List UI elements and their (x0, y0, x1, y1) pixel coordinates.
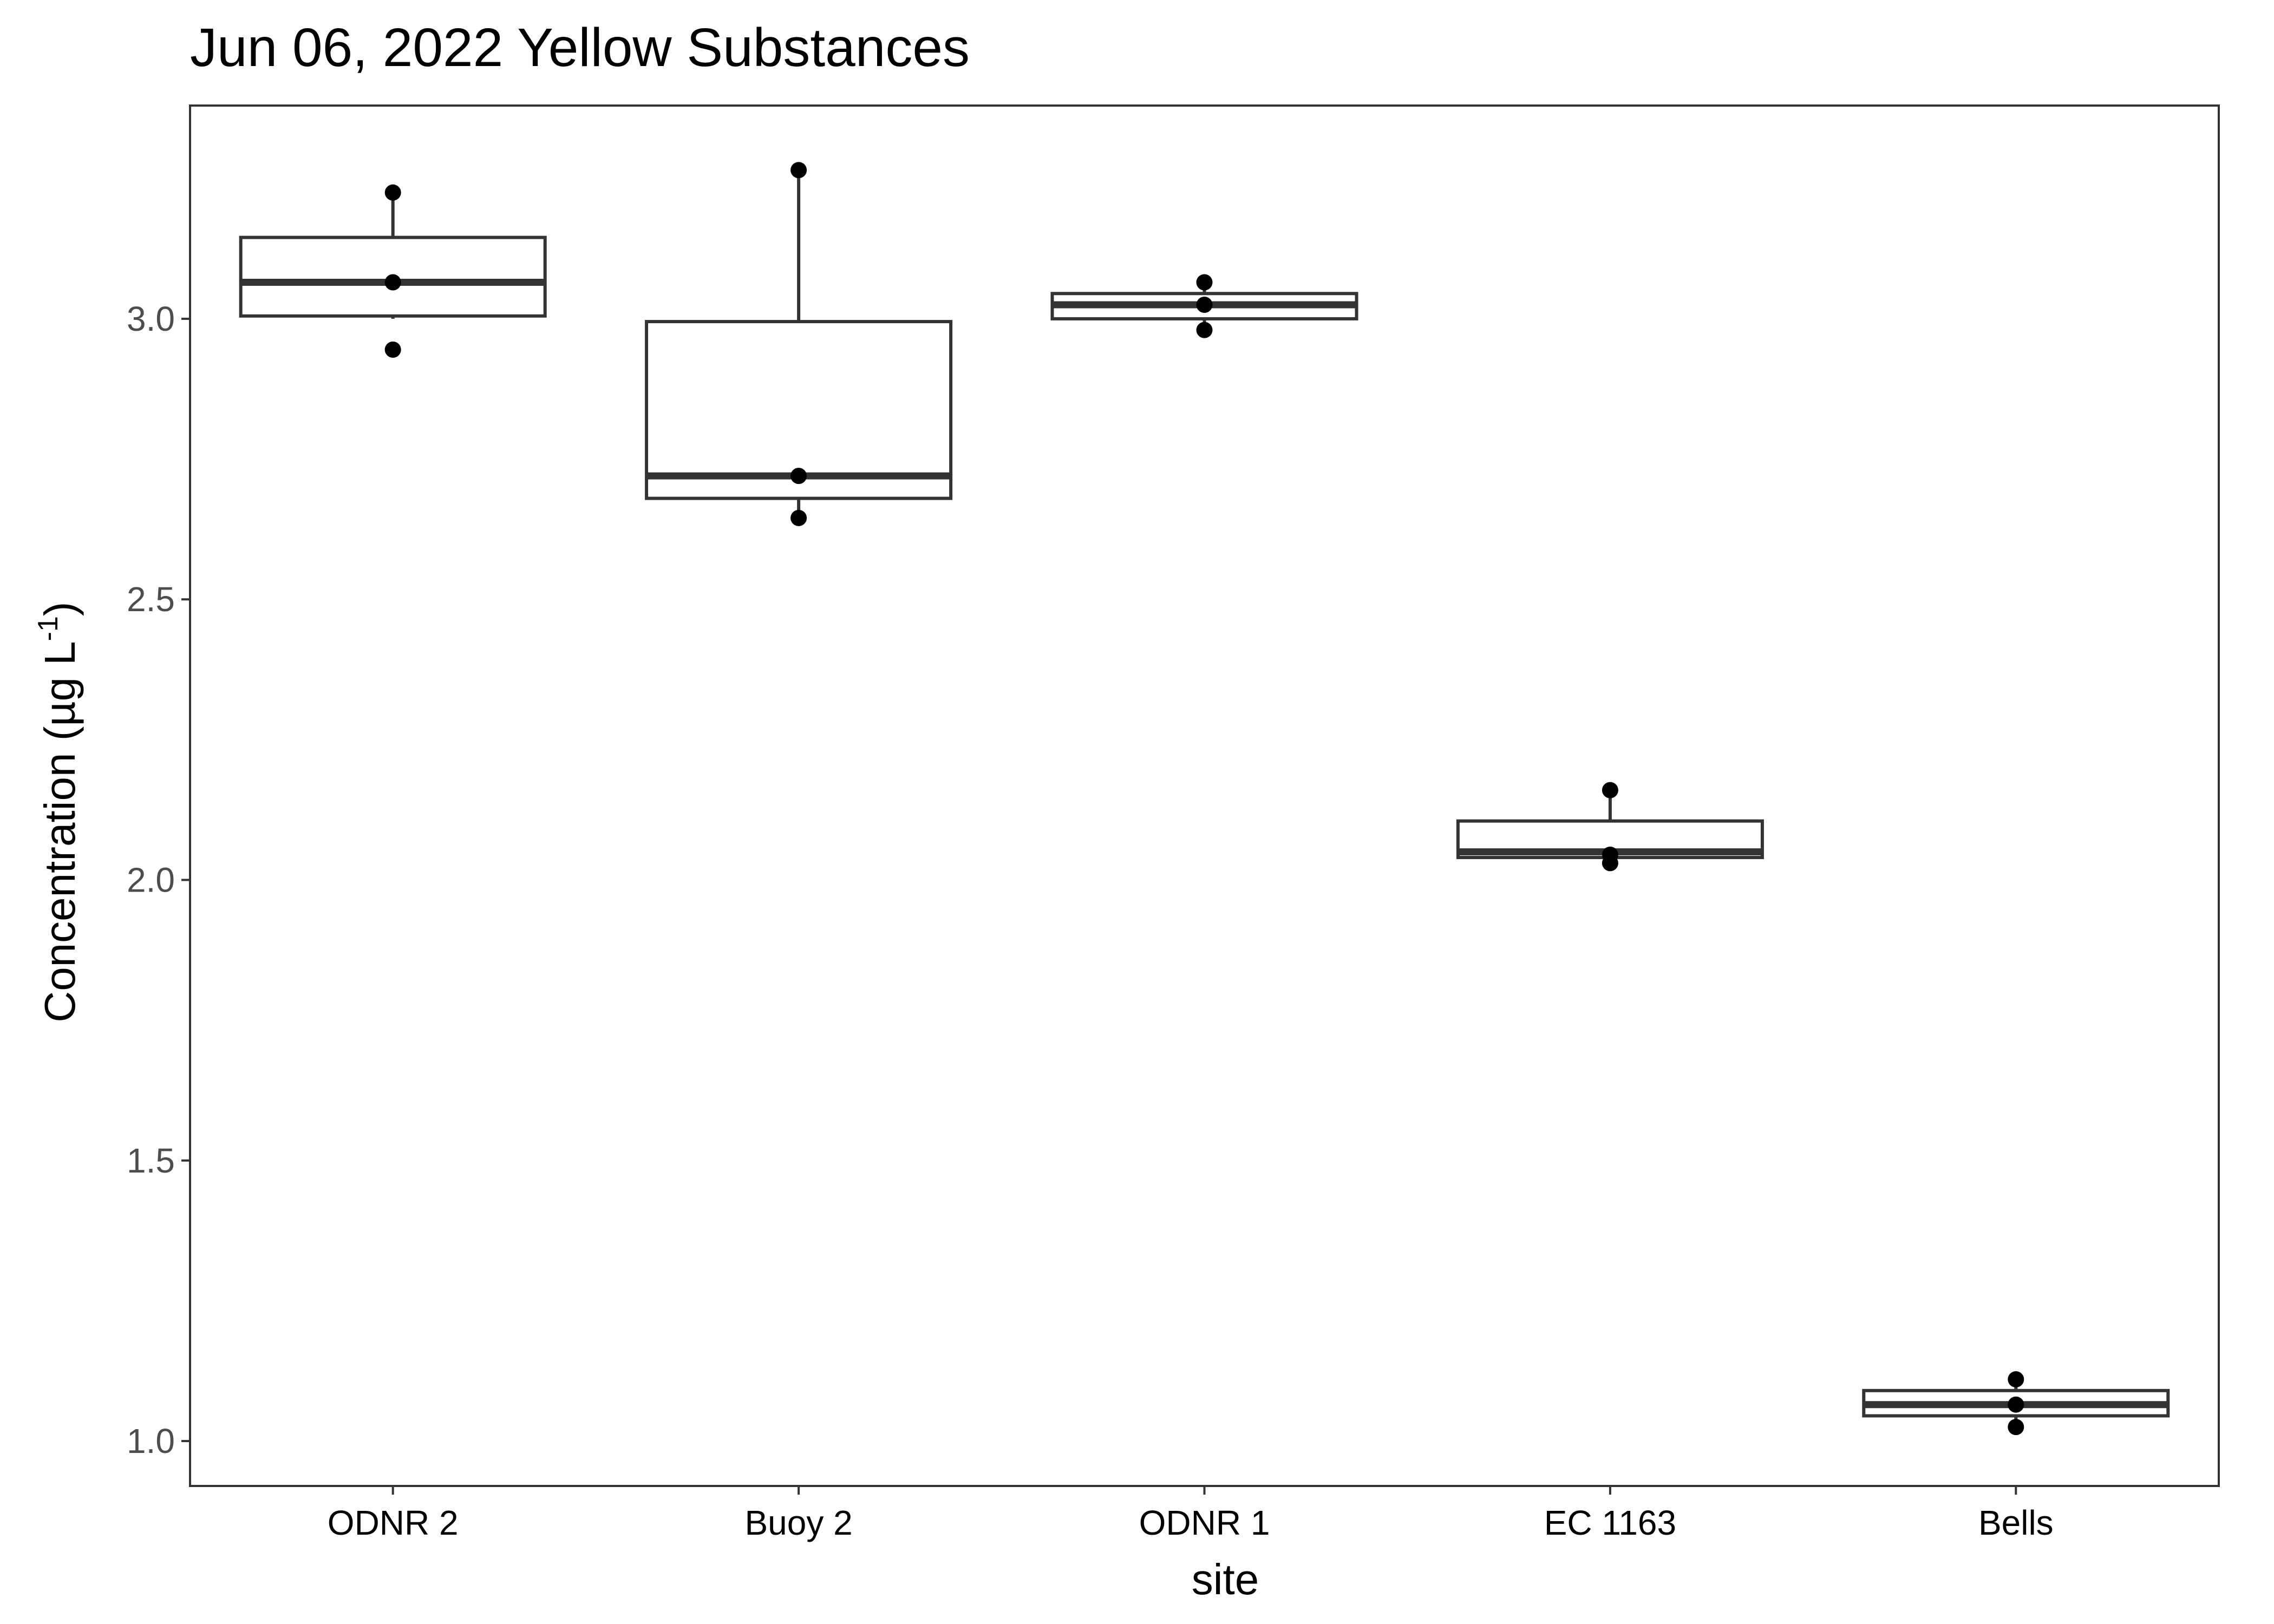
y-tick-label: 1.5 (127, 1141, 175, 1180)
x-tick-label: ODNR 2 (328, 1503, 459, 1542)
data-point (790, 509, 807, 526)
x-axis-title: site (1192, 1555, 1259, 1603)
data-point (790, 468, 807, 484)
y-tick-label: 2.5 (127, 580, 175, 619)
box-buoy-2 (645, 170, 953, 518)
x-tick-label: Bells (1978, 1503, 2054, 1542)
data-point (1602, 855, 1618, 872)
chart-title: Jun 06, 2022 Yellow Substances (190, 17, 970, 78)
plot-area (189, 104, 2220, 1487)
x-tick-label: EC 1163 (1544, 1503, 1676, 1542)
data-point (1196, 322, 1213, 338)
data-point (1196, 296, 1213, 313)
data-point (384, 184, 401, 201)
x-tick-label: ODNR 1 (1139, 1503, 1270, 1542)
data-point (384, 274, 401, 291)
data-point (2008, 1419, 2024, 1436)
data-point (384, 341, 401, 358)
y-axis-title-superscript: -1 (32, 616, 64, 641)
x-tick-label: Buoy 2 (744, 1503, 852, 1542)
data-point (1196, 274, 1213, 291)
y-axis: 1.0 1.5 2.0 2.5 3.0 (127, 299, 190, 1461)
data-point (790, 162, 807, 179)
x-axis: ODNR 2 Buoy 2 ODNR 1 EC 1163 Bells (328, 1486, 2054, 1542)
data-point (2008, 1371, 2024, 1388)
data-point (1602, 782, 1618, 798)
y-axis-title-main: Concentration (µg L (36, 641, 84, 1022)
y-axis-title: Concentration (µg L-1) (32, 601, 84, 1022)
data-point (2008, 1396, 2024, 1413)
y-tick-label: 2.0 (127, 860, 175, 899)
y-tick-label: 3.0 (127, 299, 175, 338)
y-tick-label: 1.0 (127, 1422, 175, 1461)
y-axis-title-close: ) (36, 601, 84, 616)
